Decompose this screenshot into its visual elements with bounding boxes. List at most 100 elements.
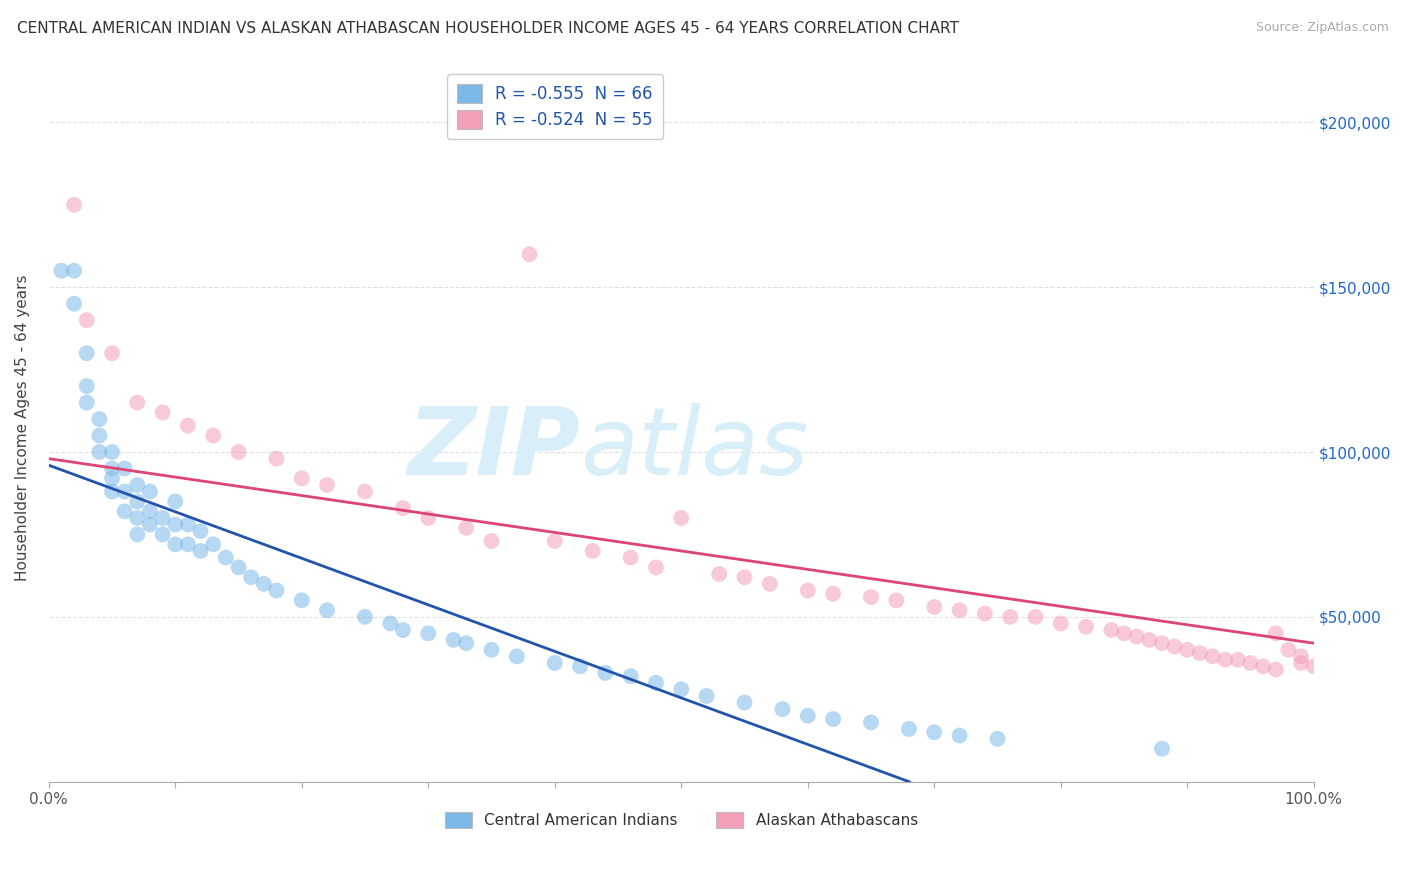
Point [101,346,124,360]
Point [948,729,970,743]
Point [884,593,907,607]
Point [380,616,402,631]
Text: Source: ZipAtlas.com: Source: ZipAtlas.com [1256,21,1389,34]
Point [266,583,288,598]
Point [734,570,756,584]
Point [1099,623,1122,637]
Text: CENTRAL AMERICAN INDIAN VS ALASKAN ATHABASCAN HOUSEHOLDER INCOME AGES 45 - 64 YE: CENTRAL AMERICAN INDIAN VS ALASKAN ATHAB… [17,21,959,36]
Point [165,517,187,532]
Point [152,511,174,525]
Point [1175,642,1198,657]
Point [456,521,478,535]
Point [190,524,212,538]
Point [481,642,503,657]
Point [114,504,136,518]
Point [973,607,995,621]
Point [139,517,162,532]
Point [1289,656,1312,670]
Point [152,527,174,541]
Point [51,49,73,63]
Point [202,428,225,442]
Point [165,537,187,551]
Point [1264,663,1286,677]
Text: atlas: atlas [581,403,808,494]
Point [620,550,643,565]
Point [354,484,377,499]
Point [544,534,567,549]
Point [709,566,731,581]
Point [266,451,288,466]
Point [922,599,945,614]
Point [139,504,162,518]
Point [127,478,149,492]
Point [897,722,920,736]
Point [152,405,174,419]
Point [228,560,250,574]
Point [1201,649,1223,664]
Point [291,593,314,607]
Point [114,461,136,475]
Point [859,590,882,604]
Point [772,702,794,716]
Point [114,484,136,499]
Point [253,577,276,591]
Legend: Central American Indians, Alaskan Athabascans: Central American Indians, Alaskan Athaba… [439,806,924,834]
Point [127,511,149,525]
Point [1074,620,1097,634]
Point [519,247,541,261]
Point [190,544,212,558]
Point [76,346,98,360]
Point [671,682,693,697]
Point [645,675,668,690]
Point [177,537,200,551]
Point [823,587,845,601]
Point [998,610,1021,624]
Point [1264,626,1286,640]
Point [165,494,187,508]
Text: ZIP: ZIP [408,402,581,494]
Point [291,471,314,485]
Point [89,445,111,459]
Point [1163,640,1185,654]
Point [443,632,465,647]
Point [177,418,200,433]
Point [418,626,440,640]
Point [127,527,149,541]
Point [63,198,86,212]
Point [89,428,111,442]
Point [1150,636,1173,650]
Point [127,494,149,508]
Point [1137,632,1160,647]
Point [76,379,98,393]
Point [139,484,162,499]
Point [948,603,970,617]
Point [986,731,1008,746]
Point [620,669,643,683]
Point [89,412,111,426]
Point [922,725,945,739]
Point [101,484,124,499]
Point [797,583,820,598]
Point [101,471,124,485]
Point [1125,630,1147,644]
Y-axis label: Householder Income Ages 45 - 64 years: Householder Income Ages 45 - 64 years [15,274,30,581]
Point [1024,610,1046,624]
Point [506,649,529,664]
Point [316,478,339,492]
Point [481,534,503,549]
Point [1289,649,1312,664]
Point [645,560,668,574]
Point [797,708,820,723]
Point [1150,741,1173,756]
Point [1239,656,1261,670]
Point [456,636,478,650]
Point [240,570,263,584]
Point [354,610,377,624]
Point [63,296,86,310]
Point [759,577,782,591]
Point [1112,626,1135,640]
Point [418,511,440,525]
Point [177,517,200,532]
Point [392,623,415,637]
Point [127,395,149,409]
